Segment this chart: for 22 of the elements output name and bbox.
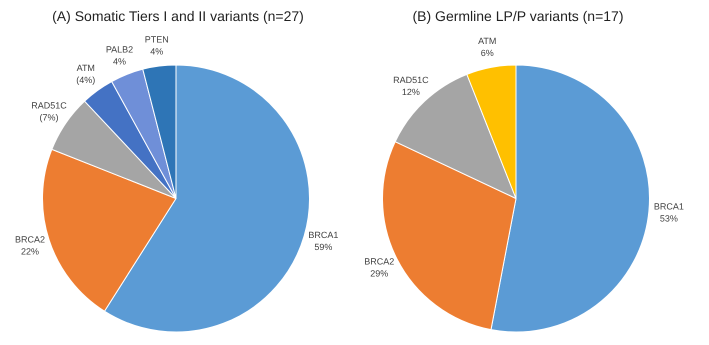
data-label: (4%) <box>76 74 96 85</box>
slice-label: RAD51C <box>31 100 68 111</box>
data-label: 59% <box>314 242 332 252</box>
data-label: 12% <box>402 87 420 98</box>
slice-label: ATM <box>478 36 496 46</box>
data-label: 4% <box>112 56 126 66</box>
chart-title: (A) Somatic Tiers I and II variants (n=27) <box>51 8 305 26</box>
slice-label: PALB2 <box>106 44 134 54</box>
data-label: 6% <box>480 48 494 58</box>
data-label: 22% <box>21 246 40 256</box>
slice-label: BRCA1 <box>308 230 338 240</box>
data-label: (7%) <box>40 112 59 123</box>
data-label: 29% <box>370 268 388 279</box>
slice-label: BRCA2 <box>15 234 46 244</box>
slice-label: BRCA1 <box>654 201 684 212</box>
slice-label: BRCA2 <box>364 256 394 267</box>
data-label: 53% <box>660 213 678 224</box>
slice-label: RAD51C <box>393 75 430 86</box>
data-label: 4% <box>150 46 164 57</box>
slice-label: ATM <box>76 62 95 73</box>
chart-title: (B) Germline LP/P variants (n=17) <box>412 8 624 26</box>
slice-label: PTEN <box>144 34 169 45</box>
